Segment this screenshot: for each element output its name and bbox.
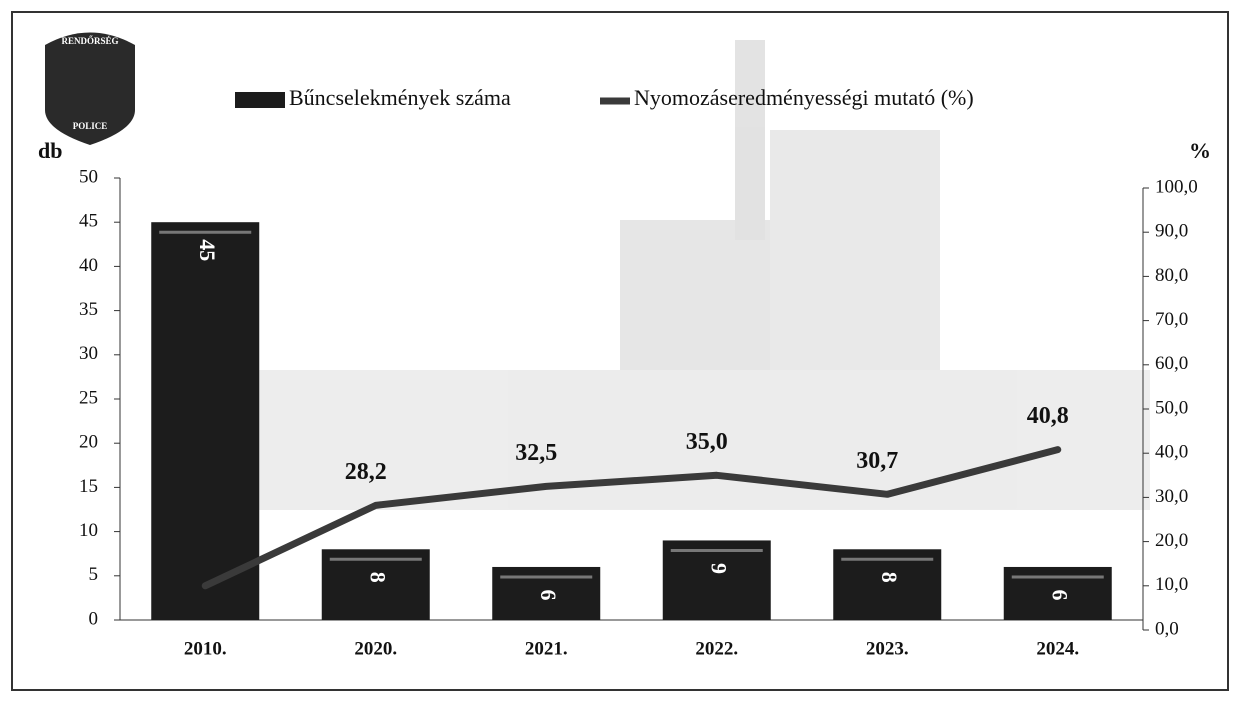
y-tick-label: 5 (89, 564, 99, 585)
logo-bottom: POLICE (73, 121, 108, 131)
y-tick-label: 30 (79, 343, 98, 364)
line-value-label: 35,0 (686, 429, 728, 455)
logo-top: RENDŐRSÉG (61, 36, 118, 46)
y2-axis-label: % (1189, 138, 1211, 163)
y2-tick-label: 100,0 (1155, 176, 1198, 197)
y-tick-label: 0 (89, 608, 99, 629)
y-tick-label: 40 (79, 255, 98, 276)
y2-tick-label: 80,0 (1155, 265, 1188, 286)
x-tick-label: 2024. (1036, 638, 1079, 659)
x-tick-label: 2020. (354, 638, 397, 659)
y2-tick-label: 40,0 (1155, 442, 1188, 463)
x-tick-label: 2021. (525, 638, 568, 659)
bar-value-label: 45 (195, 239, 220, 261)
line-value-label: 28,2 (345, 459, 387, 485)
bar-value-label: 9 (707, 563, 732, 574)
bar-value-label: 8 (366, 572, 391, 583)
y-tick-label: 45 (79, 211, 98, 232)
y2-tick-label: 0,0 (1155, 618, 1179, 639)
y2-tick-label: 10,0 (1155, 574, 1188, 595)
x-tick-label: 2022. (695, 638, 738, 659)
y2-tick-label: 70,0 (1155, 309, 1188, 330)
chart: RENDŐRSÉG POLICE db % 0 5 10 15 20 25 30 35 40 45… (0, 0, 1233, 702)
y-tick-label: 15 (79, 476, 98, 497)
legend-swatch (235, 92, 285, 108)
y-tick-label: 35 (79, 299, 98, 320)
logo: RENDŐRSÉG POLICE (45, 33, 135, 146)
legend-label: Nyomozáseredményességi mutató (%) (634, 85, 974, 110)
y-tick-label: 10 (79, 520, 98, 541)
bar-value-label: 6 (536, 589, 561, 600)
bar-value-label: 8 (877, 572, 902, 583)
y2-tick-label: 30,0 (1155, 486, 1188, 507)
bar (151, 222, 259, 620)
y-tick-label: 20 (79, 432, 98, 453)
y2-tick-label: 90,0 (1155, 221, 1188, 242)
y2-tick-label: 20,0 (1155, 530, 1188, 551)
y2-tick-label: 60,0 (1155, 353, 1188, 374)
y2-tick-label: 50,0 (1155, 397, 1188, 418)
x-tick-label: 2023. (866, 638, 909, 659)
legend-label: Bűncselekmények száma (289, 85, 511, 110)
bar (663, 540, 771, 620)
line-value-label: 30,7 (856, 448, 898, 474)
y-axis-label: db (38, 138, 62, 163)
line-value-label: 40,8 (1027, 403, 1069, 429)
bar-value-label: 6 (1048, 589, 1073, 600)
y-tick-label: 25 (79, 387, 98, 408)
y-tick-label: 50 (79, 166, 98, 187)
line-value-label: 32,5 (515, 440, 557, 466)
x-tick-label: 2010. (184, 638, 227, 659)
page: RENDŐRSÉG POLICE db % 0 5 10 15 20 25 30 35 40 45… (0, 0, 1233, 707)
